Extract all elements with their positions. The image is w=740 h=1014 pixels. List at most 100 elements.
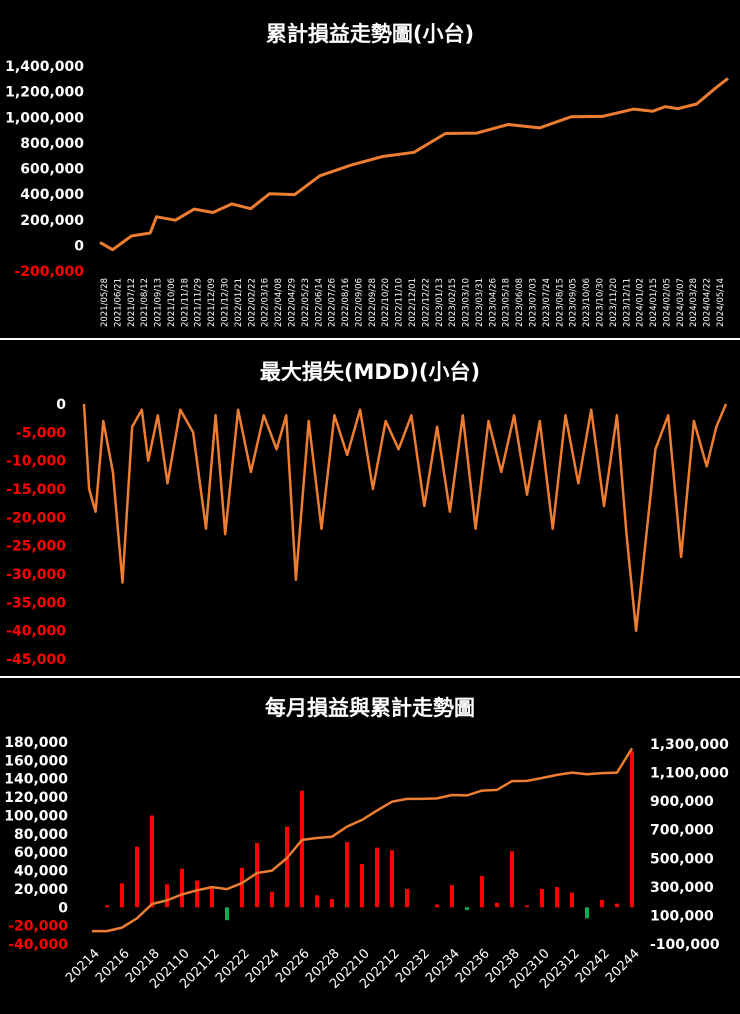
x-tick-label: 2024/02/05 — [662, 278, 672, 327]
monthly-bar — [315, 895, 319, 908]
monthly-bar — [615, 903, 619, 908]
x-tick-label: 2021/08/12 — [140, 278, 150, 327]
cumulative-pnl-chart: 累計損益走勢圖(小台) 1,400,000 1,200,000 1,000,000 8… — [0, 0, 740, 338]
monthly-bar — [360, 864, 364, 908]
chart-title: 每月損益與累計走勢圖 — [265, 696, 475, 720]
x-tick-label: 2022/04/08 — [274, 278, 284, 327]
y-right-tick-label: -100,000 — [650, 937, 720, 953]
y-tick-label: -40,000 — [6, 624, 66, 640]
y-tick-label: -5,000 — [16, 425, 66, 441]
monthly-bar — [405, 888, 409, 908]
x-tick-label: 2023/02/15 — [448, 278, 458, 327]
monthly-bar — [510, 851, 514, 908]
x-tick-label: 2024/03/07 — [676, 278, 686, 327]
chart-title: 最大損失(MDD)(小台) — [259, 360, 481, 384]
x-tick-label: 2022/08/16 — [341, 278, 351, 327]
y-right-tick-label: 700,000 — [650, 823, 714, 839]
monthly-bar — [585, 907, 589, 919]
series-line — [82, 403, 728, 632]
y-left-tick-label: 20,000 — [14, 882, 68, 898]
cumulative-pnl-plot: 1,400,000 1,200,000 1,000,000 800,000 600,00… — [5, 59, 729, 327]
y-right-tick-label: 500,000 — [650, 851, 714, 867]
y-left-tick-label: 80,000 — [14, 827, 68, 843]
x-tick-label: 2021/12/30 — [221, 278, 231, 327]
monthly-bar — [435, 904, 439, 908]
x-tick-label: 2022/02/22 — [247, 278, 257, 327]
x-tick-label: 2023/06/08 — [515, 278, 525, 327]
series-line — [99, 77, 729, 252]
y-tick-label: -45,000 — [6, 652, 66, 668]
y-left-tick-label: 60,000 — [14, 845, 68, 861]
monthly-bar — [255, 843, 259, 908]
x-tick-label: 2023/11/20 — [609, 278, 619, 327]
cumulative-line — [92, 747, 634, 933]
x-tick-label: 2021/05/28 — [100, 278, 110, 327]
monthly-bar — [465, 907, 469, 911]
mdd-plot: 0 -5,000 -10,000 -15,000 -20,000 -25,000 -30,0… — [6, 397, 728, 668]
monthly-pnl-chart: 每月損益與累計走勢圖 180,000 160,000 140,000 120,000 1… — [0, 678, 740, 1014]
x-tick-label: 2021/11/29 — [194, 278, 204, 327]
y-left-tick-label: 140,000 — [4, 772, 68, 788]
x-tick-label: 20244 — [603, 946, 643, 986]
y-right-tick-label: 100,000 — [650, 908, 714, 924]
x-tick-label: 2022/12/01 — [408, 278, 418, 327]
monthly-bar — [375, 847, 379, 908]
x-tick-label: 2023/07/03 — [529, 278, 539, 327]
x-tick-label: 2024/04/22 — [703, 278, 713, 327]
y-tick-label: -25,000 — [6, 539, 66, 555]
monthly-bar — [570, 892, 574, 908]
y-left-tick-label: 160,000 — [4, 753, 68, 769]
x-tick-label: 2023/09/05 — [569, 278, 579, 327]
x-tick-label: 2022/03/16 — [261, 278, 271, 327]
monthly-bar — [195, 880, 199, 908]
y-tick-label: 600,000 — [20, 162, 84, 178]
x-tick-label: 2021/07/12 — [127, 278, 137, 327]
x-tick-label: 2022/05/23 — [301, 278, 311, 327]
monthly-bar — [105, 905, 109, 908]
y-tick-label: 1,000,000 — [5, 110, 84, 126]
y-right-tick-label: 1,100,000 — [650, 766, 729, 782]
x-tick-label: 2024/03/28 — [689, 278, 699, 327]
y-tick-label: 0 — [74, 238, 84, 254]
y-right-tick-label: 900,000 — [650, 794, 714, 810]
x-tick-label: 2023/04/26 — [488, 278, 498, 327]
monthly-bar — [600, 899, 604, 908]
x-tick-label: 2022/09/06 — [354, 278, 364, 327]
y-tick-label: -20,000 — [6, 510, 66, 526]
monthly-bar — [120, 883, 124, 908]
monthly-bar — [150, 815, 154, 908]
y-left-tick-label: 120,000 — [4, 790, 68, 806]
y-tick-label: -10,000 — [6, 454, 66, 470]
monthly-bar — [225, 907, 229, 921]
monthly-bar — [390, 850, 394, 908]
y-left-tick-label: 0 — [58, 900, 68, 916]
y-right-tick-label: 1,300,000 — [650, 737, 729, 753]
x-tick-label: 2022/11/10 — [395, 278, 405, 327]
x-tick-label: 2024/01/02 — [636, 278, 646, 327]
x-tick-label: 2021/10/06 — [167, 278, 177, 327]
monthly-bar — [540, 888, 544, 908]
monthly-bar — [165, 884, 169, 908]
y-left-tick-label: 180,000 — [4, 735, 68, 751]
x-tick-label: 2024/01/15 — [649, 278, 659, 327]
monthly-bar — [450, 885, 454, 908]
y-tick-label: 1,400,000 — [5, 59, 84, 75]
monthly-bar — [180, 868, 184, 908]
x-tick-label: 2023/10/06 — [582, 278, 592, 327]
x-tick-label: 2022/10/20 — [381, 278, 391, 327]
y-tick-label: -200,000 — [14, 264, 84, 280]
x-tick-label: 2023/05/18 — [502, 278, 512, 327]
monthly-bar — [330, 899, 334, 908]
x-tick-label: 2022/07/26 — [328, 278, 338, 327]
monthly-bar — [300, 790, 304, 908]
x-tick-label: 2022/09/28 — [368, 278, 378, 327]
monthly-bar — [480, 876, 484, 908]
x-tick-label: 2024/05/14 — [716, 278, 726, 327]
y-tick-label: 200,000 — [20, 213, 84, 229]
x-tick-label: 2021/12/09 — [207, 278, 217, 327]
x-tick-label: 2021/09/13 — [154, 278, 164, 327]
y-tick-label: 0 — [56, 397, 66, 413]
monthly-bar — [555, 887, 559, 908]
x-tick-label: 2022/06/14 — [314, 278, 324, 327]
y-left-tick-label: -40,000 — [8, 937, 68, 953]
